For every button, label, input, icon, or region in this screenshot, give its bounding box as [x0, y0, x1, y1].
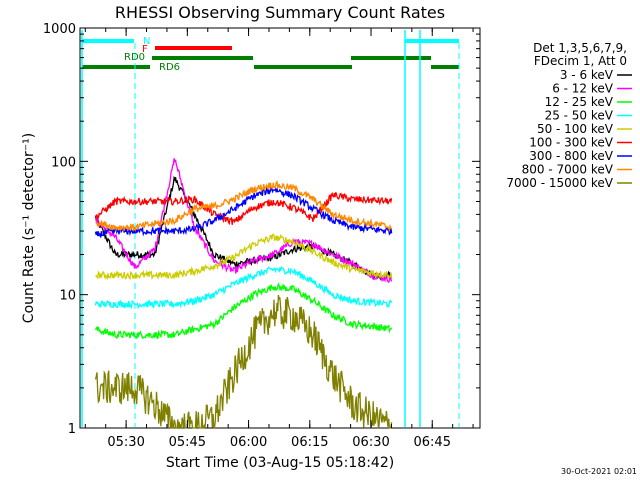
legend-label-4: 25 - 50 keV	[545, 109, 614, 123]
legend-label-3: 12 - 25 keV	[545, 95, 614, 109]
flag-label-rd0: RD0	[124, 52, 145, 63]
legend-label-9: 7000 - 15000 keV	[506, 176, 613, 190]
series-trace-7	[94, 185, 393, 238]
legend-header-line-1: Det 1,3,5,6,7,9,	[533, 41, 627, 55]
y-tick-label: 1000	[43, 22, 76, 37]
flag-bar-n	[82, 39, 134, 43]
flag-bar-n	[405, 39, 459, 43]
legend: Det 1,3,5,6,7,9, FDecim 1, Att 0 3 - 6 k…	[506, 41, 632, 190]
series-trace-5	[95, 233, 393, 281]
legend-label-1: 3 - 6 keV	[560, 68, 614, 82]
legend-label-5: 50 - 100 keV	[537, 122, 614, 136]
legend-header-line-2: FDecim 1, Att 0	[534, 54, 627, 68]
y-tick-label: 100	[51, 155, 76, 170]
timestamp: 30-Oct-2021 02:01	[561, 467, 637, 476]
flag-bar-rd0	[152, 56, 253, 60]
flag-bar-rd0	[351, 56, 431, 60]
flag-bar-rd6	[254, 65, 352, 69]
legend-label-2: 6 - 12 keV	[552, 82, 614, 96]
data-series	[94, 158, 393, 430]
x-tick-label: 05:30	[107, 435, 144, 450]
x-tick-label: 06:00	[230, 435, 267, 450]
flag-bar-rd6	[431, 65, 459, 69]
series-trace-3	[94, 282, 393, 340]
y-tick-label: 10	[59, 289, 76, 304]
series-trace-6	[94, 191, 393, 226]
x-tick-label: 06:15	[291, 435, 328, 450]
flag-bar-rd6	[82, 65, 150, 69]
axis-ticks: 05:30 05:45 06:00 06:15 06:30 06:45 1 10 100 1000	[43, 22, 480, 450]
series-trace-2	[94, 158, 393, 283]
legend-label-7: 300 - 800 keV	[529, 149, 613, 163]
legend-label-6: 100 - 300 keV	[529, 136, 613, 150]
series-trace-8	[95, 180, 393, 233]
y-tick-label: 1	[68, 422, 76, 437]
x-axis-label: Start Time (03-Aug-15 05:18:42)	[166, 455, 394, 471]
flag-bar-f	[155, 46, 232, 50]
chart-title: RHESSI Observing Summary Count Rates	[115, 3, 445, 22]
flag-label-rd6: RD6	[159, 62, 180, 73]
series-trace-9	[94, 294, 393, 430]
flag-label-f: F	[142, 44, 148, 55]
flag-label-n: N	[143, 36, 150, 47]
x-tick-label: 05:45	[169, 435, 206, 450]
x-tick-label: 06:30	[352, 435, 389, 450]
y-axis-label: Count Rate (s⁻¹ detector⁻¹)	[21, 133, 37, 323]
series-trace-4	[94, 265, 393, 310]
x-tick-label: 06:45	[414, 435, 451, 450]
legend-label-8: 800 - 7000 keV	[522, 163, 614, 177]
plot-frame	[79, 27, 481, 429]
